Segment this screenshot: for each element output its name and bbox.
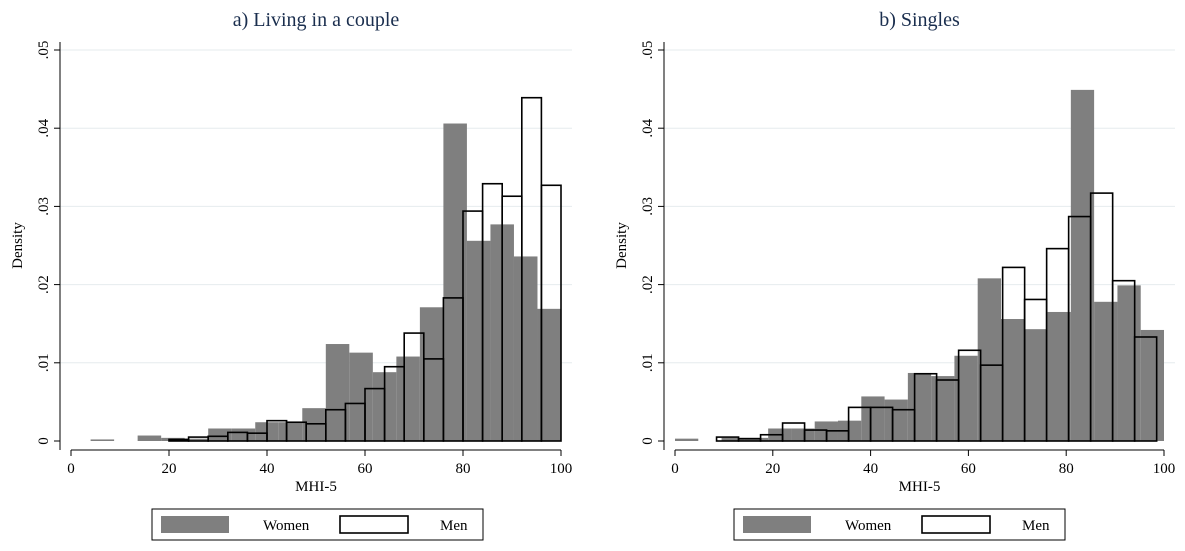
histogram-bar-women (721, 437, 745, 441)
legend-label-women: Women (845, 518, 892, 534)
legend-label-women: Women (263, 518, 310, 534)
y-tick-label: .01 (36, 353, 52, 372)
histogram-bar-men (540, 184, 562, 442)
histogram-bar-women (1070, 89, 1095, 441)
y-tick-label: 0 (640, 437, 656, 445)
legend-label-men: Men (440, 518, 468, 534)
y-tick-label: .03 (640, 197, 656, 216)
histogram-bar-women (90, 439, 115, 441)
chart-title: b) Singles (879, 9, 960, 31)
y-tick-label: .05 (640, 41, 656, 60)
histogram-bar-women (513, 256, 538, 441)
x-tick-label: 60 (961, 461, 976, 477)
x-axis-label: MHI-5 (899, 479, 941, 495)
x-tick-label: 60 (358, 461, 373, 477)
histogram-bar-women (349, 352, 373, 441)
x-tick-label: 20 (765, 461, 780, 477)
y-tick-label: .02 (36, 275, 52, 294)
series-men (168, 96, 562, 442)
legend-swatch-women (743, 516, 811, 533)
histogram-bar-women (537, 308, 561, 441)
x-tick-label: 80 (1059, 461, 1074, 477)
x-tick-label: 100 (1153, 461, 1176, 477)
histogram-bar-women (977, 278, 1002, 441)
legend-swatch-men (921, 515, 991, 534)
histogram-bar-men (168, 438, 190, 442)
y-tick-label: .05 (36, 41, 52, 60)
legend: Women Men (733, 508, 1066, 541)
histogram-bar-women (137, 435, 162, 441)
histogram-bar-women (1001, 319, 1025, 441)
y-tick-label: 0 (36, 437, 52, 445)
x-tick-label: 20 (162, 461, 177, 477)
histogram-bar-women (466, 240, 491, 441)
x-tick-label: 0 (671, 461, 679, 477)
histogram-bar-women (396, 356, 420, 441)
histogram-bar-women (884, 399, 908, 441)
x-tick-label: 100 (550, 461, 573, 477)
chart-panel-2: b) Singles 0 .01 .02 .03 .04 .05 0 20 40 60 80 100 MH… (614, 9, 1176, 541)
histogram-bar-women (231, 428, 256, 441)
histogram-bar-women (1024, 329, 1048, 441)
y-tick-label: .02 (640, 275, 656, 294)
histogram-bar-women (1140, 329, 1164, 441)
legend-swatch-men (339, 515, 409, 534)
histogram-bar-women (931, 376, 955, 441)
histogram-bar-women (325, 344, 350, 441)
legend-swatch-women (161, 516, 229, 533)
series-men (715, 192, 1158, 442)
legend-label-men: Men (1022, 518, 1050, 534)
histogram-bar-women (278, 422, 303, 441)
x-tick-label: 40 (260, 461, 275, 477)
histogram-bar-women (1117, 285, 1141, 441)
histogram-bar-women (837, 420, 862, 441)
histogram-bar-women (1047, 311, 1071, 441)
histogram-bar-women (675, 438, 699, 441)
legend: Women Men (151, 508, 484, 541)
y-tick-label: .04 (640, 118, 656, 137)
histogram-bar-women (443, 123, 467, 442)
y-axis-label: Density (614, 222, 630, 269)
histogram-bar-women (861, 396, 885, 441)
x-axis-label: MHI-5 (295, 479, 337, 495)
histogram-bar-women (954, 355, 978, 441)
histogram-bar-women (184, 438, 209, 441)
histogram-bar-women (907, 372, 932, 441)
x-tick-label: 80 (456, 461, 471, 477)
y-axis-label: Density (10, 222, 26, 269)
histogram-bar-women (208, 428, 232, 441)
histogram-bar-women (791, 428, 815, 441)
series-women (90, 123, 561, 442)
y-tick-label: .03 (36, 197, 52, 216)
histogram-bar-men (1133, 336, 1158, 442)
histogram-bar-women (419, 307, 444, 441)
histogram-bar-women (1094, 301, 1118, 441)
y-tick-label: .04 (36, 118, 52, 137)
y-tick-label: .01 (640, 353, 656, 372)
chart-title: a) Living in a couple (233, 9, 400, 31)
x-tick-label: 40 (863, 461, 878, 477)
x-tick-label: 0 (67, 461, 75, 477)
chart-panel-1: a) Living in a couple 0 .01 .02 .03 .04 .05 0 20… (10, 9, 573, 541)
